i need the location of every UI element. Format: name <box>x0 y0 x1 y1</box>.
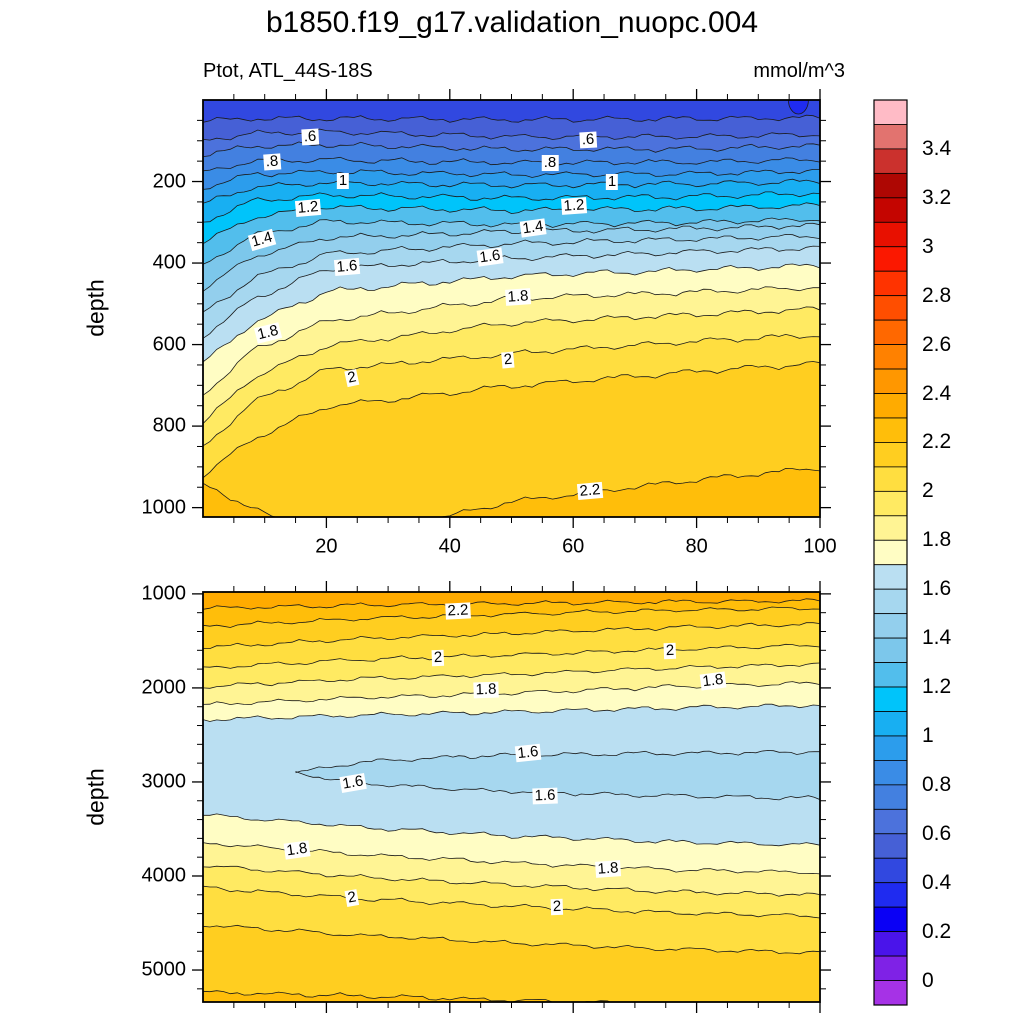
contour-label: 1.8 <box>595 859 621 878</box>
contour-label: .6 <box>579 130 597 149</box>
units-label: mmol/m^3 <box>753 60 845 82</box>
axis-ticks <box>192 89 831 528</box>
y-axis-label-upper: depth <box>82 279 109 337</box>
x-tick-label: 80 <box>685 535 708 558</box>
colorbar <box>873 99 908 1006</box>
contour-label: 2 <box>344 888 360 907</box>
contour-label: 1.2 <box>294 198 322 218</box>
colorbar-label: 1.4 <box>922 626 952 650</box>
contour-label: 1.8 <box>505 287 531 306</box>
contour-label: 1.2 <box>561 196 587 215</box>
plot-title: b1850.f19_g17.validation_nuopc.004 <box>265 6 759 39</box>
contour-label: 1.6 <box>514 742 542 763</box>
colorbar-label: 0.4 <box>922 870 952 894</box>
colorbar-label: 0.8 <box>922 772 952 796</box>
x-tick-label: 40 <box>438 535 461 558</box>
contour-label: 2 <box>431 648 445 667</box>
x-tick-label: 60 <box>562 535 585 558</box>
colorbar-label: 0 <box>922 968 934 992</box>
contour-label: .6 <box>301 127 319 146</box>
subtitle-left: Ptot, ATL_44S-18S <box>203 60 373 82</box>
colorbar-label: 1.2 <box>922 675 952 699</box>
contour-label: 2 <box>663 641 677 660</box>
colorbar-label: 0.6 <box>922 821 952 845</box>
contour-label: 2 <box>550 897 564 916</box>
contour-label: 1 <box>336 172 350 189</box>
contour-label: 1.6 <box>532 786 558 805</box>
contour-panel-lower <box>192 581 831 1013</box>
contour-panel-upper <box>192 89 831 528</box>
contour-label: 1 <box>605 173 619 190</box>
y-tick-label: 4000 <box>141 864 187 887</box>
colorbar-label: 1.8 <box>922 528 952 552</box>
y-tick-label: 400 <box>152 251 186 274</box>
axis-ticks <box>192 581 831 1013</box>
y-tick-label: 200 <box>152 170 186 193</box>
y-tick-label: 1000 <box>141 496 187 519</box>
contour-label: .8 <box>541 154 559 171</box>
colorbar-label: 2.4 <box>922 381 952 405</box>
colorbar-label: 2 <box>922 479 934 503</box>
y-tick-label: 600 <box>152 333 186 356</box>
colorbar-label: 2.2 <box>922 430 952 454</box>
colorbar-label: 3.2 <box>922 185 952 209</box>
colorbar-label: 2.8 <box>922 283 952 307</box>
contour-field <box>203 592 820 1002</box>
contour-label: 2.2 <box>576 481 604 501</box>
y-tick-label: 800 <box>152 414 186 437</box>
y-tick-label: 2000 <box>141 676 187 699</box>
colorbar-label: 3.4 <box>922 136 952 160</box>
contour-label: 2 <box>501 350 515 369</box>
x-tick-label: 20 <box>315 535 338 558</box>
contour-label: 1.8 <box>283 839 311 860</box>
colorbar-label: 1.6 <box>922 577 952 601</box>
contour-label: .8 <box>263 152 281 171</box>
y-tick-label: 1000 <box>141 582 187 605</box>
y-tick-label: 3000 <box>141 770 187 793</box>
contour-label: 2.2 <box>445 601 471 620</box>
contour-field <box>203 100 820 517</box>
x-tick-label: 100 <box>803 535 837 558</box>
contour-label: 1.8 <box>473 680 499 699</box>
contour-label: 1.8 <box>699 670 727 691</box>
colorbar-label: 3 <box>922 234 934 258</box>
contour-label: 1.6 <box>333 257 361 277</box>
y-tick-label: 5000 <box>141 958 187 981</box>
colorbar-label: 1 <box>922 723 934 747</box>
contour-label: 1.6 <box>476 246 504 267</box>
colorbar-label: 0.2 <box>922 919 952 943</box>
contour-label: 1.4 <box>519 217 547 238</box>
colorbar-label: 2.6 <box>922 332 952 356</box>
